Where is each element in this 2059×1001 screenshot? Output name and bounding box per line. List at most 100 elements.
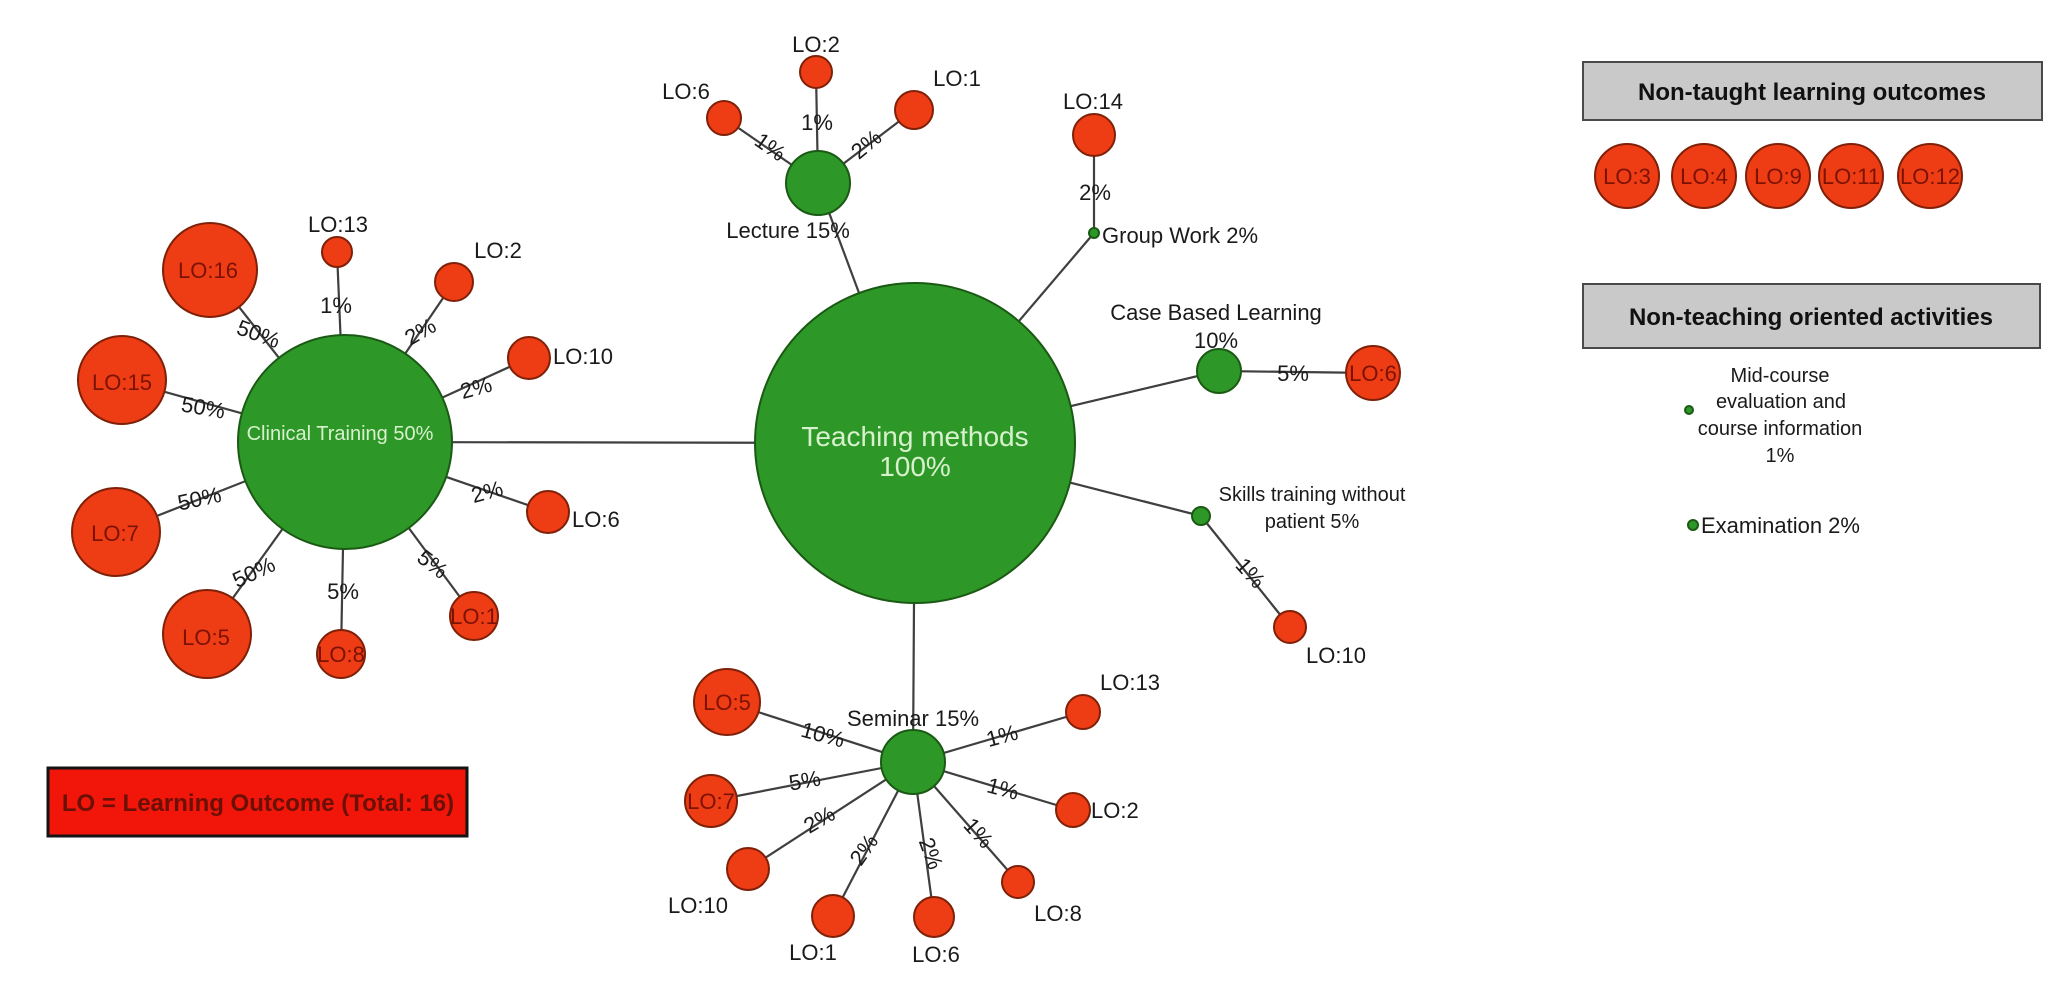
clinical-lo5-label: LO:5 [182, 625, 230, 650]
clinical-lo10-node [507, 336, 551, 380]
clinical-lo5-node [162, 589, 252, 679]
seminar-node [880, 729, 946, 795]
seminar-lo2-pct: 1% [984, 773, 1021, 805]
seminar-lo7-pct: 5% [787, 766, 823, 796]
casebased-lo6-node [1345, 345, 1401, 401]
clinical-lo7-label: LO:7 [91, 521, 139, 546]
seminar-lo7-label: LO:7 [687, 789, 735, 814]
clinical-lo7-node [71, 487, 161, 577]
mid-course-line2: evaluation and [1716, 391, 1846, 413]
nontaught-lo9-node [1745, 143, 1811, 209]
seminar-lo8-pct: 1% [959, 813, 999, 853]
non-taught-header-box [1582, 61, 2043, 121]
seminar-label: Seminar 15% [847, 706, 979, 731]
clinical-lo8-label: LO:8 [317, 642, 365, 667]
lecture-lo6-label: LO:6 [662, 79, 710, 104]
clinical-lo13-pct: 1% [320, 293, 352, 318]
lecture-lo2-node [799, 55, 833, 89]
seminar-lo13-pct: 1% [983, 720, 1020, 752]
seminar-lo8-label: LO:8 [1034, 901, 1082, 926]
teaching-methods-node [754, 282, 1076, 604]
clinical-lo16-node [162, 222, 258, 318]
nontaught-lo11-label: LO:11 [1822, 164, 1880, 189]
clinical-lo2-node [434, 262, 474, 302]
edge-skills-lo10 [1200, 515, 1291, 628]
red-nodes [71, 55, 1963, 938]
case-based-pct: 10% [1194, 328, 1238, 353]
nontaught-lo9-label: LO:9 [1754, 164, 1802, 189]
clinical-lo10-label: LO:10 [553, 344, 613, 369]
seminar-lo10-node [726, 847, 770, 891]
non-teaching-header-box [1582, 283, 2041, 349]
lecture-lo6-node [706, 100, 742, 136]
clinical-lo7-pct: 50% [175, 482, 223, 516]
clinical-lo16-label: LO:16 [178, 258, 238, 283]
skills-title-line2: patient 5% [1265, 511, 1360, 533]
seminar-lo13-node [1065, 694, 1101, 730]
nontaught-lo4-node [1671, 143, 1737, 209]
clinical-lo6-pct: 2% [468, 476, 505, 508]
clinical-lo15-pct: 50% [179, 391, 227, 423]
clinical-lo5-pct: 50% [229, 552, 279, 593]
mid-course-line3: course information [1698, 418, 1863, 440]
skills-title-line1: Skills training without [1219, 484, 1406, 506]
nontaught-lo3-label: LO:3 [1603, 164, 1651, 189]
clinical-lo8-node [316, 629, 366, 679]
seminar-lo5-pct: 10% [798, 717, 847, 753]
nontaught-lo11-node [1818, 143, 1884, 209]
nontaught-lo12-label: LO:12 [1900, 164, 1960, 189]
casebased-lo6-label: LO:6 [1349, 361, 1397, 386]
mid-course-dot [1684, 405, 1694, 415]
seminar-lo2-node [1055, 792, 1091, 828]
non-teaching-header: Non-teaching oriented activities [1629, 304, 1993, 331]
clinical-lo13-node [321, 236, 353, 268]
groupwork-lo14-node [1072, 113, 1116, 157]
legend-box [46, 766, 469, 838]
lecture-lo2-label: LO:2 [792, 32, 840, 57]
seminar-lo6-pct: 2% [914, 834, 948, 872]
edge-seminar-lo7 [710, 760, 914, 803]
mid-course-line1: Mid-course [1731, 365, 1830, 387]
green-nodes [237, 150, 1699, 795]
seminar-lo6-label: LO:6 [912, 942, 960, 967]
seminar-lo1-pct: 2% [844, 830, 883, 870]
legend-label: LO = Learning Outcome (Total: 16) [62, 790, 454, 817]
clinical-lo15-node [77, 335, 167, 425]
clinical-lo10-pct: 2% [457, 372, 494, 404]
lecture-label: Lecture 15% [726, 218, 850, 243]
nontaught-lo4-label: LO:4 [1680, 164, 1728, 189]
nontaught-lo3-node [1594, 143, 1660, 209]
casebased-lo6-pct: 5% [1277, 361, 1309, 386]
lecture-lo1-node [894, 90, 934, 130]
clinical-lo6-label: LO:6 [572, 507, 620, 532]
case-based-node [1196, 348, 1242, 394]
clinical-lo15-label: LO:15 [92, 370, 152, 395]
clinical-lo8-pct: 5% [327, 579, 359, 604]
examination-label: Examination 2% [1701, 513, 1860, 538]
groupwork-lo14-label: LO:14 [1063, 89, 1123, 114]
lecture-node [785, 150, 851, 216]
seminar-lo13-label: LO:13 [1100, 670, 1160, 695]
group-work-node [1088, 227, 1100, 239]
non-taught-header: Non-taught learning outcomes [1638, 79, 1986, 106]
mid-course-line4: 1% [1766, 445, 1795, 467]
skills-lo10-node [1273, 610, 1307, 644]
examination-dot [1687, 519, 1699, 531]
clinical-training-node [237, 334, 453, 550]
clinical-lo2-pct: 2% [400, 313, 440, 351]
clinical-lo16-pct: 50% [234, 315, 284, 354]
teaching-methods-label-line2: 100% [879, 451, 951, 482]
clinical-lo1-label: LO:1 [450, 604, 498, 629]
skills-node [1191, 506, 1211, 526]
seminar-lo10-label: LO:10 [668, 893, 728, 918]
case-based-title: Case Based Learning [1110, 300, 1322, 325]
seminar-lo1-node [811, 894, 855, 938]
clinical-lo1-node [449, 591, 499, 641]
nontaught-lo12-node [1897, 143, 1963, 209]
seminar-lo2-label: LO:2 [1091, 798, 1139, 823]
groupwork-lo14-pct: 2% [1079, 180, 1111, 205]
seminar-lo7-node [684, 774, 738, 828]
seminar-lo1-label: LO:1 [789, 940, 837, 965]
